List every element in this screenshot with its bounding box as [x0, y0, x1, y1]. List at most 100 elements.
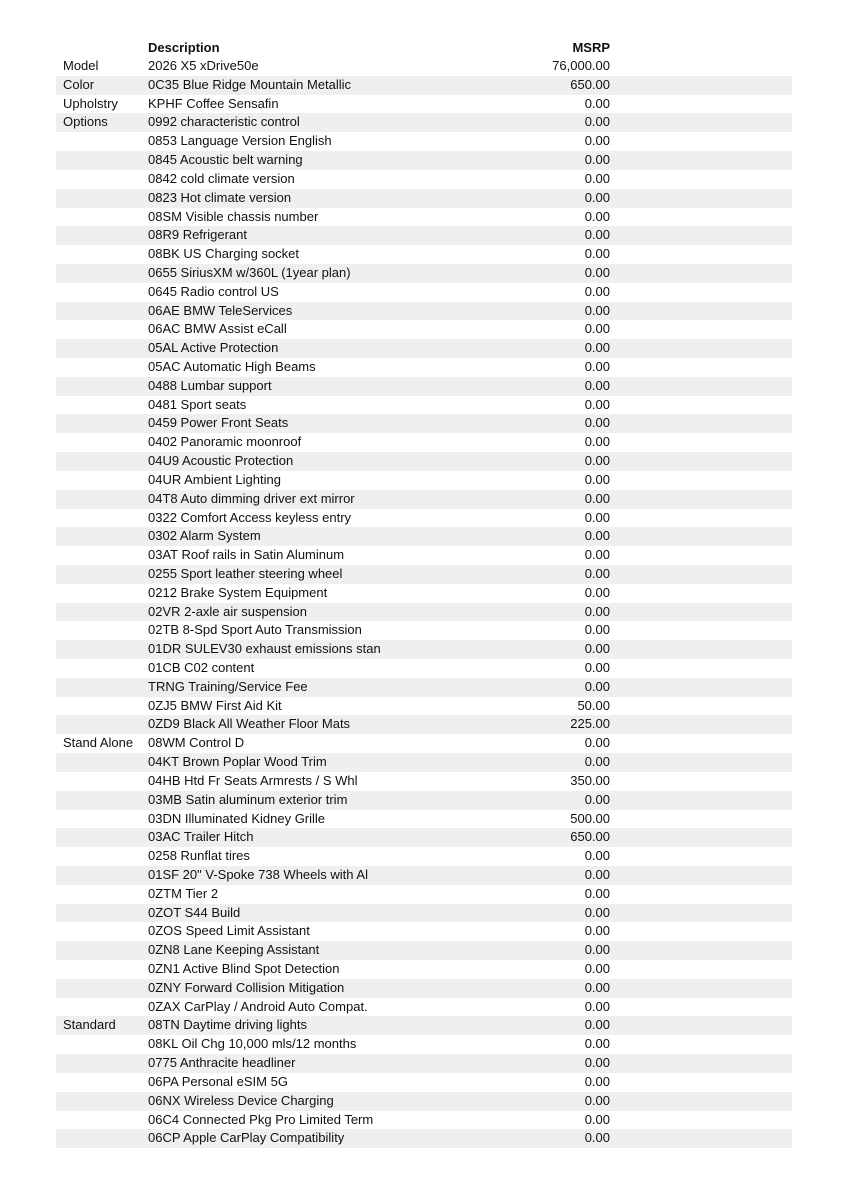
table-row: 08BK US Charging socket 0.00 [56, 245, 792, 264]
table-row: 08KL Oil Chg 10,000 mls/12 months 0.00 [56, 1035, 792, 1054]
row-msrp: 0.00 [584, 754, 610, 770]
table-row: 06AE BMW TeleServices 0.00 [56, 301, 792, 321]
row-msrp: 0.00 [584, 434, 610, 450]
table-row: 0775 Anthracite headliner 0.00 [56, 1054, 792, 1073]
row-description: 03DN Illuminated Kidney Grille [148, 810, 326, 826]
row-description: 05AL Active Protection [148, 340, 279, 356]
row-description: 08SM Visible chassis number [148, 208, 319, 224]
row-description: 0ZAX CarPlay / Android Auto Compat. [148, 998, 368, 1014]
row-msrp: 0.00 [584, 1073, 610, 1089]
row-description: 0402 Panoramic moonroof [148, 434, 302, 450]
row-description: 04U9 Acoustic Protection [148, 453, 294, 469]
table-row: 02VR 2-axle air suspension 0.00 [56, 602, 792, 622]
row-msrp: 0.00 [584, 1130, 610, 1146]
row-description: 0ZD9 Black All Weather Floor Mats [148, 716, 351, 732]
table-row: 0255 Sport leather steering wheel 0.00 [56, 564, 792, 584]
table-row: 0ZJ5 BMW First Aid Kit 50.00 [56, 697, 792, 716]
row-msrp: 650.00 [570, 76, 610, 92]
row-description: 0255 Sport leather steering wheel [148, 565, 343, 581]
row-description: 06PA Personal eSIM 5G [148, 1073, 288, 1089]
row-category: Options [63, 114, 108, 130]
row-description: 0ZOS Speed Limit Assistant [148, 923, 310, 939]
row-description: KPHF Coffee Sensafin [148, 95, 279, 111]
row-msrp: 0.00 [584, 622, 610, 638]
row-msrp: 0.00 [584, 509, 610, 525]
row-msrp: 225.00 [570, 716, 610, 732]
row-category: Model [63, 58, 99, 73]
row-description: 0ZOT S44 Build [148, 904, 241, 920]
row-msrp: 0.00 [584, 302, 610, 318]
table-row: 01SF 20" V-Spoke 738 Wheels with Al 0.00 [56, 865, 792, 885]
row-description: 2026 X5 xDrive50e [148, 58, 259, 73]
row-msrp: 0.00 [584, 904, 610, 920]
row-msrp: 0.00 [584, 660, 610, 675]
row-msrp: 0.00 [584, 170, 610, 186]
table-row: 0212 Brake System Equipment 0.00 [56, 584, 792, 603]
row-msrp: 0.00 [584, 377, 610, 393]
row-msrp: 0.00 [584, 942, 610, 958]
table-row: Options 0992 characteristic control 0.00 [56, 113, 792, 133]
row-category: Stand Alone [63, 735, 134, 751]
row-msrp: 0.00 [584, 95, 610, 111]
row-description: 03AT Roof rails in Satin Aluminum [148, 547, 345, 563]
row-msrp: 0.00 [584, 283, 610, 299]
row-msrp: 0.00 [584, 979, 610, 995]
table-row: 04HB Htd Fr Seats Armrests / S Whl 350.00 [56, 772, 792, 791]
row-description: 04UR Ambient Lighting [148, 471, 281, 487]
row-msrp: 0.00 [584, 1055, 610, 1071]
row-description: 08WM Control D [148, 735, 245, 751]
row-description: 0823 Hot climate version [148, 189, 292, 205]
table-row: 0ZTM Tier 2 0.00 [56, 885, 792, 904]
row-description: 0ZN1 Active Blind Spot Detection [148, 961, 340, 976]
row-msrp: 0.00 [584, 359, 610, 374]
table-row: 08R9 Refrigerant 0.00 [56, 226, 792, 246]
row-msrp: 500.00 [570, 810, 610, 826]
row-description: 04KT Brown Poplar Wood Trim [148, 754, 327, 770]
table-row: 04T8 Auto dimming driver ext mirror 0.00 [56, 489, 792, 509]
row-msrp: 0.00 [584, 866, 610, 882]
row-description: 08BK US Charging socket [148, 246, 300, 262]
row-description: 08KL Oil Chg 10,000 mls/12 months [148, 1036, 357, 1052]
row-description: 06AE BMW TeleServices [148, 302, 293, 318]
table-row: 02TB 8-Spd Sport Auto Transmission 0.00 [56, 621, 792, 640]
row-category: Standard [63, 1017, 116, 1033]
table-row: 04U9 Acoustic Protection 0.00 [56, 452, 792, 471]
table-row: 0645 Radio control US 0.00 [56, 283, 792, 302]
table-row: 0481 Sport seats 0.00 [56, 396, 792, 415]
row-msrp: 0.00 [584, 528, 610, 544]
row-description: 03AC Trailer Hitch [148, 829, 254, 845]
row-description: 0258 Runflat tires [148, 848, 250, 864]
table-row: 05AC Automatic High Beams 0.00 [56, 358, 792, 377]
row-description: 0212 Brake System Equipment [148, 584, 328, 600]
row-msrp: 76,000.00 [552, 58, 610, 73]
row-msrp: 350.00 [570, 772, 610, 788]
row-msrp: 0.00 [584, 1092, 610, 1108]
row-category: Color [63, 76, 95, 92]
row-description: 06C4 Connected Pkg Pro Limited Term [148, 1111, 374, 1127]
row-description: 08R9 Refrigerant [148, 227, 247, 243]
table-row: 03AT Roof rails in Satin Aluminum 0.00 [56, 546, 792, 565]
row-description: 0ZNY Forward Collision Mitigation [148, 979, 345, 995]
row-msrp: 0.00 [584, 415, 610, 431]
row-msrp: 0.00 [584, 1111, 610, 1127]
msrp-header: MSRP [572, 40, 610, 55]
row-description: 01CB C02 content [148, 660, 255, 675]
table-row: 05AL Active Protection 0.00 [56, 339, 792, 358]
table-row: 01CB C02 content 0.00 [56, 659, 792, 678]
table-row: 0302 Alarm System 0.00 [56, 527, 792, 547]
row-msrp: 0.00 [584, 208, 610, 224]
table-row: 01DR SULEV30 exhaust emissions stan 0.00 [56, 640, 792, 659]
row-description: 08TN Daytime driving lights [148, 1017, 307, 1033]
row-description: 0655 SiriusXM w/360L (1year plan) [148, 264, 351, 280]
row-description: 06NX Wireless Device Charging [148, 1092, 334, 1108]
row-msrp: 0.00 [584, 453, 610, 469]
row-description: 0459 Power Front Seats [148, 415, 289, 431]
table-row: 06CP Apple CarPlay Compatibility 0.00 [56, 1129, 792, 1149]
row-msrp: 0.00 [584, 471, 610, 487]
table-row: 0459 Power Front Seats 0.00 [56, 414, 792, 434]
row-msrp: 0.00 [584, 791, 610, 807]
row-msrp: 0.00 [584, 547, 610, 563]
table-row: 0258 Runflat tires 0.00 [56, 847, 792, 866]
table-row: 06NX Wireless Device Charging 0.00 [56, 1091, 792, 1111]
row-msrp: 0.00 [584, 848, 610, 864]
